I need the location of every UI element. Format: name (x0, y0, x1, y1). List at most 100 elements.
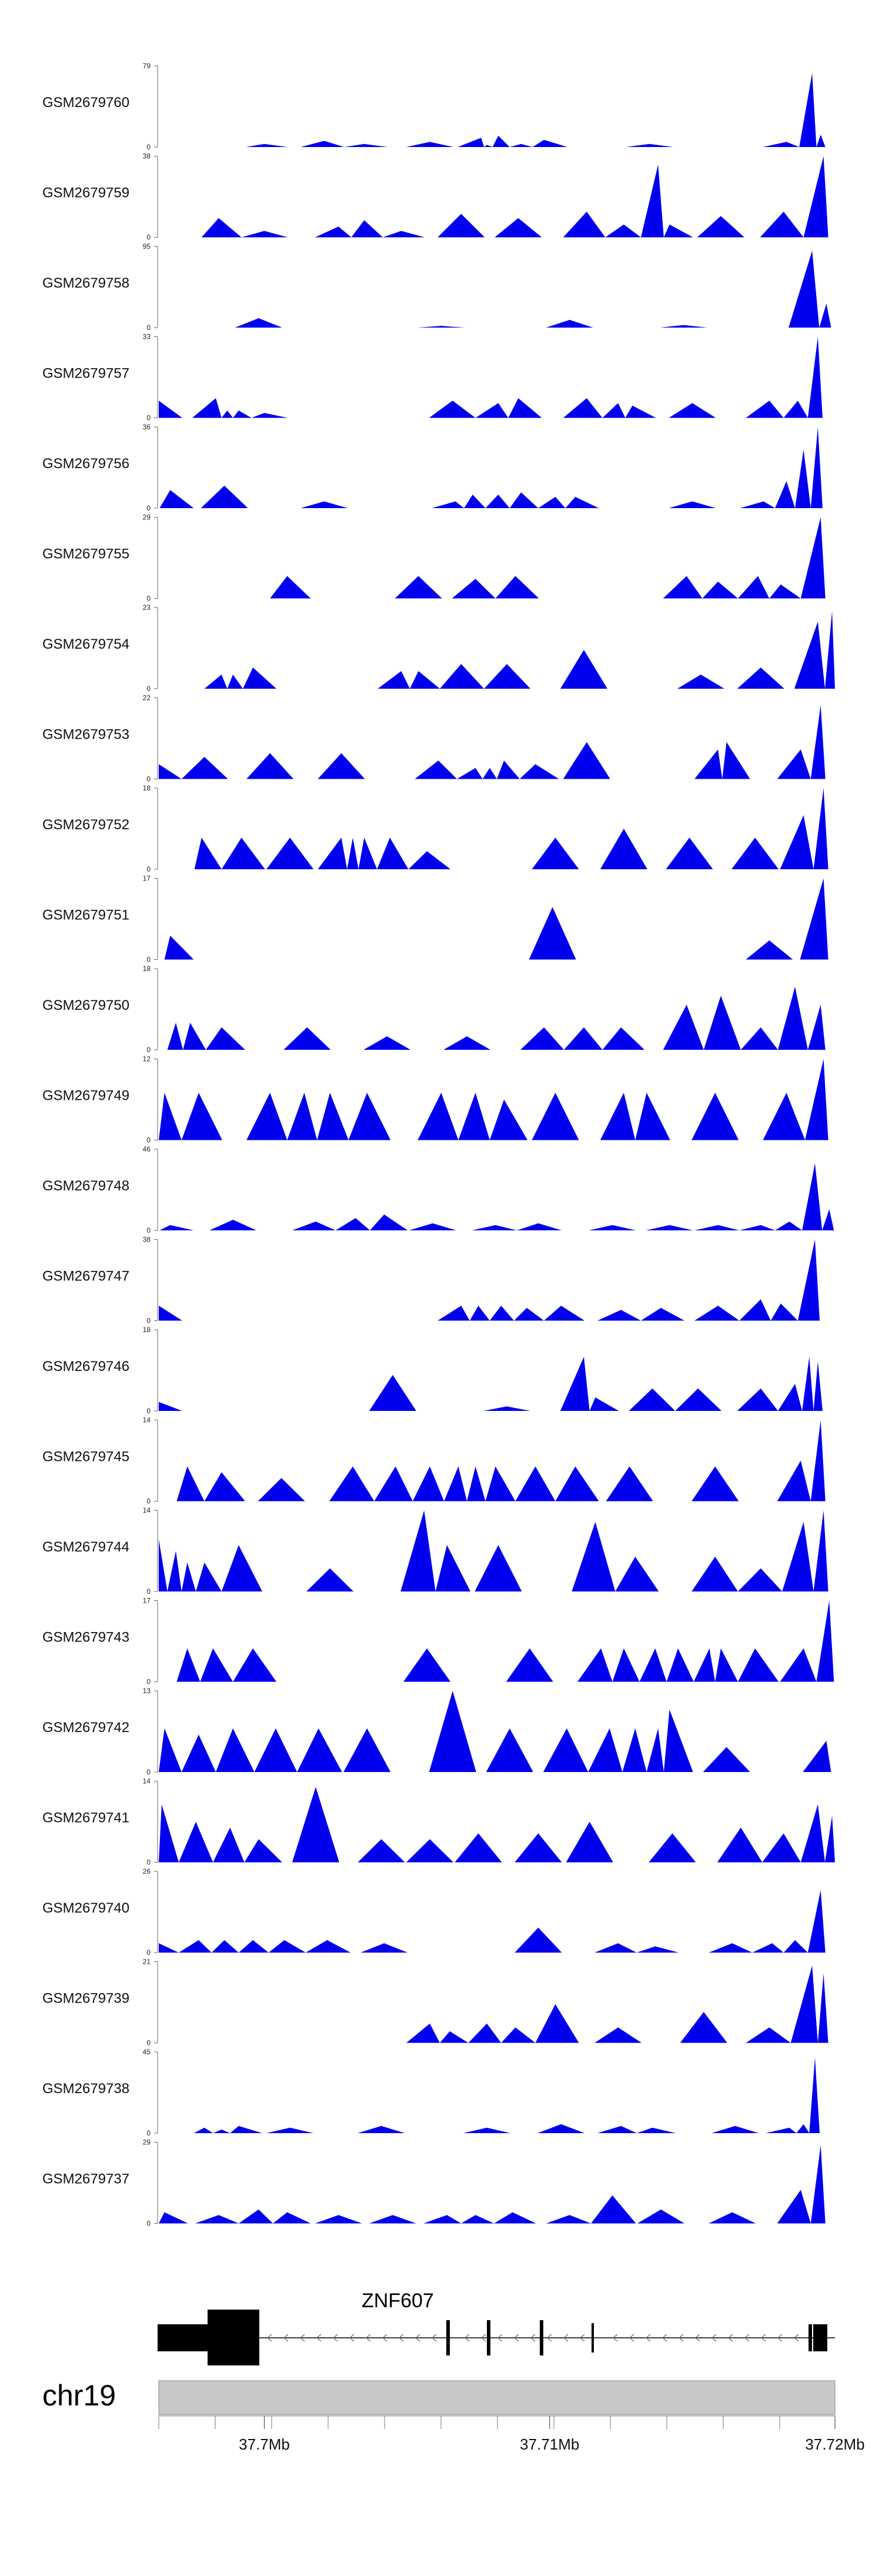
coverage-area (159, 611, 835, 689)
coverage-area (159, 878, 835, 960)
coverage-area (159, 1787, 835, 1863)
coverage-area (159, 2145, 835, 2224)
y-max-label: 33 (143, 333, 151, 341)
strand-arrow (300, 2334, 305, 2342)
strand-arrow (662, 2334, 667, 2342)
strand-arrows (267, 2334, 799, 2342)
track-GSM2679737: GSM2679737 29 0 (42, 2138, 835, 2228)
y-min-label: 0 (146, 1136, 151, 1144)
y-min-label: 0 (146, 143, 151, 151)
y-max-label: 17 (143, 875, 151, 883)
y-max-label: 45 (143, 2048, 151, 2056)
strand-arrow (695, 2334, 700, 2342)
exon-first (808, 2324, 812, 2351)
coverage-tracks: GSM2679760790GSM2679759380GSM2679758950G… (42, 62, 835, 2228)
track-GSM2679749: GSM2679749 12 0 (42, 1055, 835, 1144)
chromosome-ideogram: chr19 (42, 2379, 836, 2415)
strand-arrow (432, 2334, 437, 2342)
track-label: GSM2679750 (42, 997, 129, 1013)
coverage-area (159, 788, 835, 869)
strand-arrow (530, 2334, 536, 2342)
y-max-label: 46 (143, 1145, 151, 1153)
track-GSM2679756: GSM2679756 36 0 (42, 423, 835, 512)
exon-utr-3prime (158, 2324, 208, 2351)
y-min-label: 0 (146, 1858, 151, 1867)
y-max-label: 26 (143, 1867, 151, 1876)
gene-track: ZNF607 (158, 2290, 835, 2365)
track-label: GSM2679740 (42, 1900, 129, 1916)
coverage-area (159, 1420, 835, 1501)
track-label: GSM2679757 (42, 366, 129, 382)
y-max-label: 38 (143, 152, 151, 161)
exon-utr-5prime (813, 2324, 827, 2351)
strand-arrow (415, 2334, 420, 2342)
coverage-area (159, 427, 835, 508)
y-max-label: 23 (143, 603, 151, 612)
track-label: GSM2679746 (42, 1359, 129, 1374)
y-min-label: 0 (146, 414, 151, 422)
track-GSM2679744: GSM2679744 14 0 (42, 1506, 835, 1596)
coverage-area (159, 986, 835, 1050)
genomic-axis: 37.7Mb 37.71Mb 37.72Mb (158, 2415, 865, 2453)
coverage-area (159, 73, 835, 147)
coverage-area (159, 1239, 835, 1321)
y-min-label: 0 (146, 1317, 151, 1325)
y-min-label: 0 (146, 2220, 151, 2228)
strand-arrow (580, 2334, 585, 2342)
y-max-label: 12 (143, 1055, 151, 1063)
strand-arrow (366, 2334, 371, 2342)
track-GSM2679748: GSM2679748 46 0 (42, 1145, 835, 1234)
gene-name-label: ZNF607 (362, 2290, 434, 2312)
coverage-area (159, 1600, 835, 1682)
strand-arrow (613, 2334, 618, 2342)
coverage-area (159, 2057, 835, 2133)
y-min-label: 0 (146, 1226, 151, 1234)
strand-arrow (267, 2334, 272, 2342)
track-label: GSM2679754 (42, 636, 129, 652)
coverage-area (159, 156, 835, 238)
strand-arrow (646, 2334, 651, 2342)
chromosome-label: chr19 (42, 2379, 116, 2412)
track-label: GSM2679751 (42, 907, 129, 923)
y-min-label: 0 (146, 1046, 151, 1054)
coverage-area (159, 705, 835, 779)
track-label: GSM2679745 (42, 1449, 129, 1465)
track-label: GSM2679760 (42, 95, 129, 111)
y-min-label: 0 (146, 685, 151, 693)
strand-arrow (679, 2334, 684, 2342)
exon-5 (592, 2323, 594, 2353)
y-min-label: 0 (146, 323, 151, 332)
strand-arrow (777, 2334, 783, 2342)
y-max-label: 36 (143, 423, 151, 431)
y-max-label: 13 (143, 1687, 151, 1695)
coverage-area (159, 1163, 835, 1230)
y-min-label: 0 (146, 504, 151, 512)
exon-2 (446, 2320, 450, 2355)
track-GSM2679757: GSM2679757 33 0 (42, 333, 835, 422)
strand-arrow (547, 2334, 552, 2342)
strand-arrow (316, 2334, 322, 2342)
strand-arrow (497, 2334, 503, 2342)
strand-arrow (349, 2334, 355, 2342)
axis-tick-label: 37.71Mb (520, 2435, 579, 2453)
track-label: GSM2679755 (42, 546, 129, 562)
exon-coding-1 (208, 2310, 259, 2365)
track-label: GSM2679743 (42, 1630, 129, 1646)
y-max-label: 95 (143, 242, 151, 251)
track-GSM2679746: GSM2679746 18 0 (42, 1326, 835, 1415)
axis-tick-label: 37.7Mb (239, 2435, 290, 2453)
track-GSM2679753: GSM2679753 22 0 (42, 694, 835, 783)
strand-arrow (481, 2334, 486, 2342)
y-min-label: 0 (146, 233, 151, 242)
track-label: GSM2679748 (42, 1178, 129, 1194)
track-GSM2679754: GSM2679754 23 0 (42, 603, 835, 693)
track-label: GSM2679752 (42, 817, 129, 833)
exon-3 (487, 2320, 490, 2355)
strand-arrow (333, 2334, 338, 2342)
y-min-label: 0 (146, 2039, 151, 2047)
y-min-label: 0 (146, 1768, 151, 1776)
y-max-label: 38 (143, 1236, 151, 1244)
coverage-area (159, 1691, 835, 1772)
y-max-label: 22 (143, 694, 151, 702)
